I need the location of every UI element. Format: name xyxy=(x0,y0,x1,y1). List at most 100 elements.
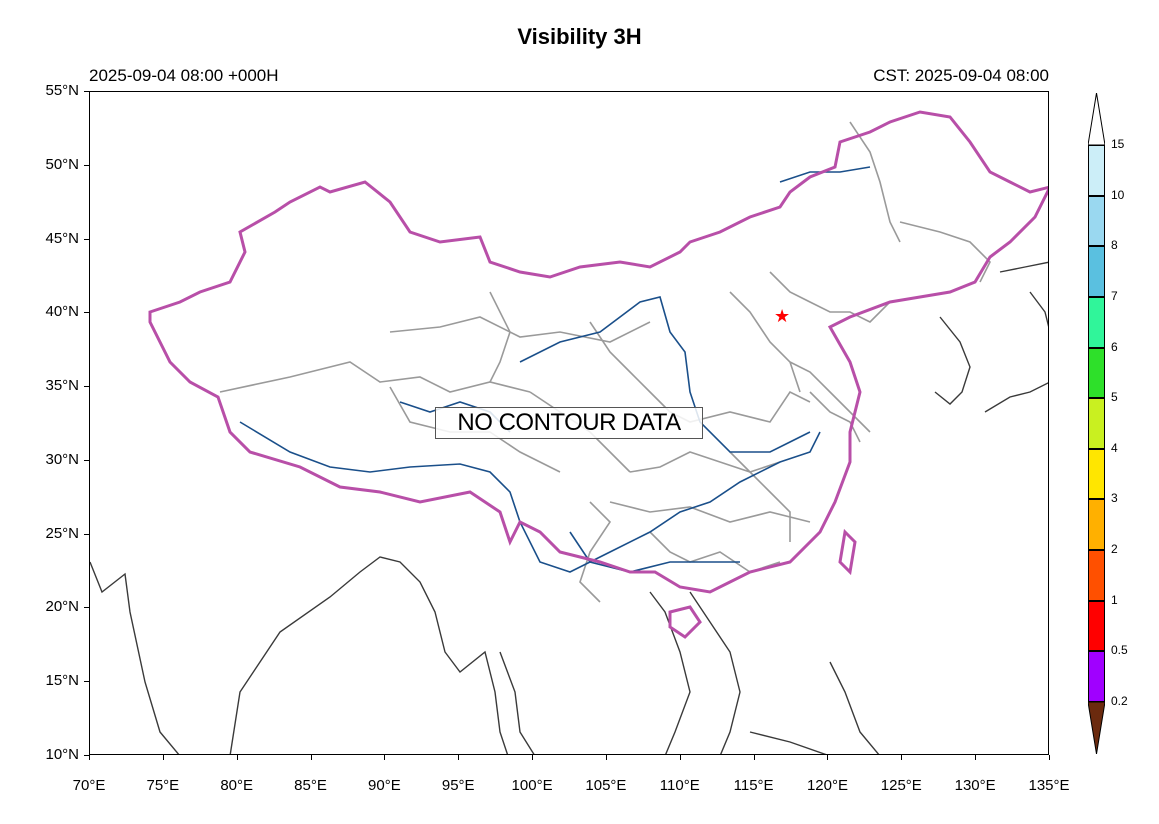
colorbar-segment xyxy=(1088,550,1105,601)
lon-tick-mark xyxy=(679,755,681,760)
province-boundary xyxy=(589,321,671,413)
coastline-south-asia xyxy=(90,561,180,754)
province-boundary xyxy=(899,221,991,283)
colorbar-label: 4 xyxy=(1111,440,1118,455)
colorbar-segment xyxy=(1088,347,1105,399)
coastline-japan xyxy=(984,382,1048,413)
province-boundary xyxy=(649,531,781,573)
lon-tick-label: 75°E xyxy=(146,777,180,794)
lon-tick-label: 130°E xyxy=(954,777,996,794)
lat-tick-mark xyxy=(84,164,89,166)
province-layer xyxy=(219,121,991,603)
colorbar-label: 8 xyxy=(1111,238,1118,253)
river-pearl xyxy=(569,531,740,573)
lon-tick-label: 85°E xyxy=(294,777,327,794)
coastline-japan-north xyxy=(1029,291,1048,327)
coastline-korea xyxy=(934,316,971,405)
colorbar-label: 5 xyxy=(1111,390,1118,405)
lon-tick-mark xyxy=(89,755,90,760)
province-boundary xyxy=(609,501,811,523)
colorbar-segment xyxy=(1088,600,1105,652)
hainan-island xyxy=(668,605,702,639)
beijing-marker-icon[interactable]: ★ xyxy=(774,306,790,327)
coastline-indochina xyxy=(649,591,691,754)
lon-tick-label: 90°E xyxy=(368,777,401,794)
coastline-myanmar xyxy=(499,651,535,754)
colorbar-segment xyxy=(1088,296,1105,348)
lon-tick-mark xyxy=(827,755,829,760)
province-boundary xyxy=(389,316,651,343)
colorbar-segment xyxy=(1088,246,1105,297)
colorbar-segment xyxy=(1088,651,1105,702)
lon-tick-mark xyxy=(975,755,977,760)
river-layer xyxy=(239,166,871,573)
province-boundary xyxy=(579,501,612,603)
lat-tick-mark xyxy=(84,91,89,92)
colorbar-label: 0.2 xyxy=(1111,694,1128,708)
coastline-india-east xyxy=(229,556,509,754)
province-boundary xyxy=(769,271,891,323)
lat-tick-label: 30°N xyxy=(45,450,79,468)
lon-tick-mark xyxy=(162,755,164,760)
lat-tick-mark xyxy=(84,533,89,535)
colorbar-label: 7 xyxy=(1111,288,1118,303)
china-border xyxy=(148,110,1048,594)
lon-tick-label: 125°E xyxy=(880,777,922,794)
province-boundary xyxy=(849,121,901,243)
lon-tick-mark xyxy=(1049,755,1050,760)
lat-tick-label: 50°N xyxy=(45,155,79,173)
coastline-russia-far-east xyxy=(999,261,1048,273)
lat-tick-label: 40°N xyxy=(45,303,79,321)
valid-time-label: CST: 2025-09-04 08:00 xyxy=(873,66,1049,85)
lon-tick-mark xyxy=(310,755,312,760)
colorbar-segment xyxy=(1088,499,1105,551)
lat-tick-label: 10°N xyxy=(45,746,79,763)
lon-tick-mark xyxy=(605,755,607,760)
lat-tick-label: 35°N xyxy=(45,377,79,395)
river-yangtze xyxy=(239,421,821,573)
map-panel[interactable]: ★ xyxy=(89,91,1049,755)
colorbar-label: 2 xyxy=(1111,542,1118,557)
colorbar-label: 0.5 xyxy=(1111,643,1128,658)
lat-tick-label: 45°N xyxy=(45,229,79,247)
colorbar-segment xyxy=(1088,398,1105,449)
coastline-borneo xyxy=(749,731,827,754)
taiwan-island xyxy=(838,528,857,576)
coastline-philippines xyxy=(829,661,880,754)
province-boundary xyxy=(729,291,801,393)
coastline-layer xyxy=(90,261,1048,754)
colorbar-label: 3 xyxy=(1111,491,1118,506)
lon-tick-label: 110°E xyxy=(659,777,700,794)
province-boundary xyxy=(809,391,861,443)
colorbar-bottom-triangle xyxy=(1088,702,1105,754)
lat-tick-mark xyxy=(84,238,89,240)
colorbar-top-triangle xyxy=(1088,93,1105,145)
province-boundary xyxy=(489,291,511,383)
province-boundary xyxy=(629,451,781,473)
chart-title: Visibility 3H xyxy=(517,24,642,49)
lon-tick-mark xyxy=(901,755,903,760)
colorbar-segment xyxy=(1088,145,1105,196)
run-time-label: 2025-09-04 08:00 +000H xyxy=(89,66,279,85)
no-data-label: NO CONTOUR DATA xyxy=(435,407,703,439)
lat-tick-mark xyxy=(84,386,89,388)
province-boundary xyxy=(219,361,531,393)
colorbar-label: 1 xyxy=(1111,592,1118,607)
lat-tick-label: 20°N xyxy=(45,598,79,616)
lon-tick-label: 135°E xyxy=(1028,777,1070,794)
lon-tick-label: 100°E xyxy=(511,777,553,794)
lat-tick-mark xyxy=(84,459,89,461)
lat-tick-mark xyxy=(84,607,89,609)
lat-tick-mark xyxy=(84,312,89,314)
lon-tick-mark xyxy=(458,755,460,760)
coastline-vietnam xyxy=(689,591,741,754)
lon-tick-label: 115°E xyxy=(733,777,774,794)
lon-tick-mark xyxy=(236,755,238,760)
province-boundary xyxy=(789,361,871,433)
colorbar-label: 10 xyxy=(1111,187,1125,202)
lat-tick-label: 25°N xyxy=(45,524,79,542)
colorbar-label: 6 xyxy=(1111,339,1118,354)
colorbar-segment xyxy=(1088,195,1105,247)
lon-tick-label: 80°E xyxy=(220,777,254,794)
river-yellow xyxy=(519,296,811,453)
